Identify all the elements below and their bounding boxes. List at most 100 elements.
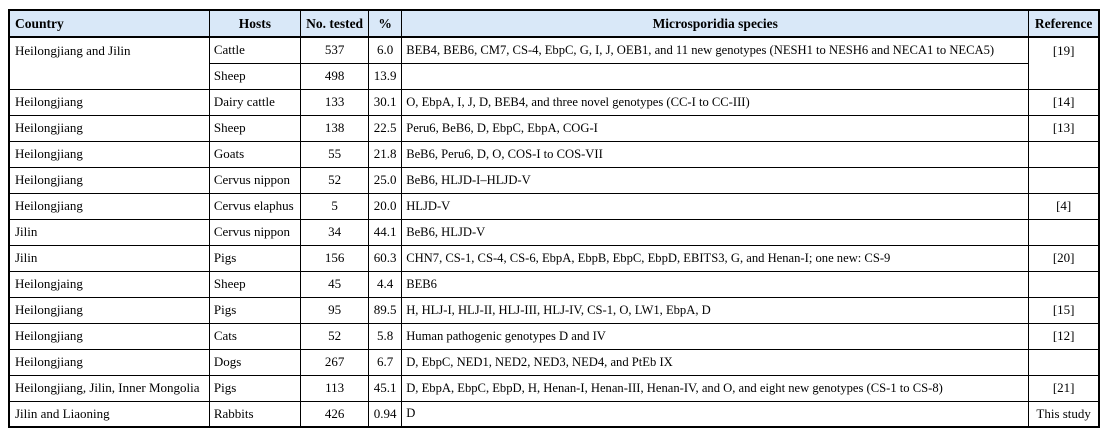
cell-species: D: [401, 400, 1030, 428]
column-header-reference: Reference: [1028, 9, 1100, 38]
column-header-species: Microsporidia species: [401, 9, 1030, 38]
cell-species: Peru6, BeB6, D, EbpC, EbpA, COG-I: [401, 114, 1030, 142]
cell-tested: 113: [300, 374, 370, 402]
table-row: Heilongjaing Sheep 45 4.4 BEB6: [8, 270, 1100, 298]
table-row: Jilin and Liaoning Rabbits 426 0.94 D This st…: [8, 400, 1100, 428]
cell-reference: [14]: [1028, 88, 1100, 116]
cell-reference: [1028, 218, 1100, 246]
cell-pct: 4.4: [368, 270, 403, 298]
table-row: Heilongjiang and Jilin Cattle 537 6.0 BEB4, …: [8, 36, 1100, 90]
table-row: Jilin Cervus nippon 34 44.1 BeB6, HLJD-V: [8, 218, 1100, 246]
cell-pct: 0.94: [368, 400, 403, 428]
cell-country: Heilongjiang: [8, 192, 210, 220]
cell-species: BEB4, BEB6, CM7, CS-4, EbpC, G, I, J, OE…: [401, 36, 1030, 64]
cell-reference: [19]: [1028, 36, 1100, 90]
cell-reference: [21]: [1028, 374, 1100, 402]
cell-reference: [4]: [1028, 192, 1100, 220]
cell-pct: 25.0: [368, 166, 403, 194]
cell-species: BeB6, Peru6, D, O, COS-I to COS-VII: [401, 140, 1030, 168]
cell-reference: [12]: [1028, 322, 1100, 350]
cell-pct: 89.5: [368, 296, 403, 324]
cell-tested: 138: [300, 114, 370, 142]
cell-tested: 55: [300, 140, 370, 168]
cell-host: Cervus nippon: [208, 218, 302, 246]
cell-host: Sheep: [208, 114, 302, 142]
cell-species: [401, 62, 1030, 90]
cell-reference: [13]: [1028, 114, 1100, 142]
table-row: Heilongjiang Cats 52 5.8 Human pathogenic ge…: [8, 322, 1100, 350]
cell-pct: 6.0: [368, 36, 403, 64]
microsporidia-table: Country Hosts No. tested% Microsporidia spe…: [8, 9, 1100, 428]
cell-pct: 45.1: [368, 374, 403, 402]
cell-country: Heilongjiang: [8, 296, 210, 324]
cell-species: O, EbpA, I, J, D, BEB4, and three novel …: [401, 88, 1030, 116]
column-header-pct: %: [368, 9, 403, 38]
cell-species: CHN7, CS-1, CS-4, CS-6, EbpA, EbpB, EbpC…: [401, 244, 1030, 272]
cell-species: BeB6, HLJD-V: [401, 218, 1030, 246]
table-row: Heilongjiang Dairy cattle 133 30.1 O, EbpA, …: [8, 88, 1100, 116]
cell-host: Goats: [208, 140, 302, 168]
column-header-tested: No. tested: [300, 9, 370, 38]
cell-tested: 34: [300, 218, 370, 246]
cell-reference: [1028, 348, 1100, 376]
table-row: Heilongjiang Sheep 138 22.5 Peru6, BeB6, D, …: [8, 114, 1100, 142]
cell-country: Heilongjiang: [8, 348, 210, 376]
cell-species: D, EbpA, EbpC, EbpD, H, Henan-I, Henan-I…: [401, 374, 1030, 402]
cell-tested: 5: [300, 192, 370, 220]
cell-host: Dairy cattle: [208, 88, 302, 116]
cell-species: BEB6: [401, 270, 1030, 298]
cell-pct: 22.5: [368, 114, 403, 142]
cell-reference: [15]: [1028, 296, 1100, 324]
cell-tested: 498: [300, 62, 370, 90]
cell-pct: 21.8: [368, 140, 403, 168]
cell-country: Jilin: [8, 244, 210, 272]
table-row: Heilongjiang Pigs 95 89.5 H, HLJ-I, HLJ-II, …: [8, 296, 1100, 324]
table-body: Heilongjiang and Jilin Cattle 537 6.0 BEB4, …: [8, 36, 1100, 428]
cell-host: Cattle: [208, 36, 302, 64]
cell-tested: 52: [300, 322, 370, 350]
cell-host: Dogs: [208, 348, 302, 376]
cell-pct: 44.1: [368, 218, 403, 246]
cell-host: Cats: [208, 322, 302, 350]
table-row: Sheep 498 13.9: [9, 62, 1099, 90]
column-header-host: Hosts: [208, 9, 302, 38]
cell-country: Heilongjiang: [8, 140, 210, 168]
table-row: Jilin Pigs 156 60.3 CHN7, CS-1, CS-4, CS-6, …: [8, 244, 1100, 272]
table-head: Country Hosts No. tested% Microsporidia spe…: [8, 9, 1100, 38]
cell-pct: 20.0: [368, 192, 403, 220]
cell-species: HLJD-V: [401, 192, 1030, 220]
table-row: Heilongjiang, Jilin, Inner Mongolia Pigs 1…: [8, 374, 1100, 402]
cell-country: Heilongjiang: [8, 166, 210, 194]
cell-tested: 156: [300, 244, 370, 272]
cell-host: Pigs: [208, 244, 302, 272]
cell-tested: 267: [300, 348, 370, 376]
cell-country: Jilin and Liaoning: [8, 400, 210, 428]
table-row: Heilongjiang Cervus elaphus 5 20.0 HLJD-V [4]: [8, 192, 1100, 220]
cell-host: Pigs: [208, 374, 302, 402]
cell-tested: 426: [300, 400, 370, 428]
table-row: Heilongjiang Cervus nippon 52 25.0 BeB6, HLJ…: [8, 166, 1100, 194]
cell-reference: [1028, 270, 1100, 298]
cell-pct: 5.8: [368, 322, 403, 350]
cell-country: Heilongjaing: [8, 270, 210, 298]
cell-country: Heilongjiang: [8, 322, 210, 350]
cell-country: Jilin: [8, 218, 210, 246]
cell-tested: 537: [300, 36, 370, 64]
cell-tested: 133: [300, 88, 370, 116]
cell-reference: [1028, 140, 1100, 168]
cell-species: D, EbpC, NED1, NED2, NED3, NED4, and PtE…: [401, 348, 1030, 376]
cell-host: Sheep: [208, 270, 302, 298]
cell-tested: 52: [300, 166, 370, 194]
cell-tested: 95: [300, 296, 370, 324]
cell-reference: This study: [1028, 400, 1100, 428]
cell-host: Pigs: [208, 296, 302, 324]
cell-pct: 13.9: [368, 62, 403, 90]
cell-species: BeB6, HLJD-I–HLJD-V: [401, 166, 1030, 194]
cell-reference: [20]: [1028, 244, 1100, 272]
cell-host: Rabbits: [208, 400, 302, 428]
cell-country: Heilongjiang and Jilin: [8, 36, 210, 90]
column-header-country: Country: [8, 9, 210, 38]
cell-pct: 60.3: [368, 244, 403, 272]
cell-pct: 30.1: [368, 88, 403, 116]
